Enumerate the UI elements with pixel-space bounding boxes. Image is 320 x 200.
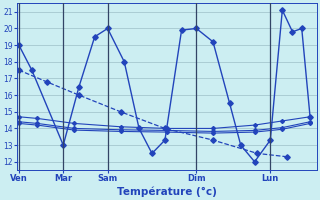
- X-axis label: Température (°c): Température (°c): [117, 186, 217, 197]
